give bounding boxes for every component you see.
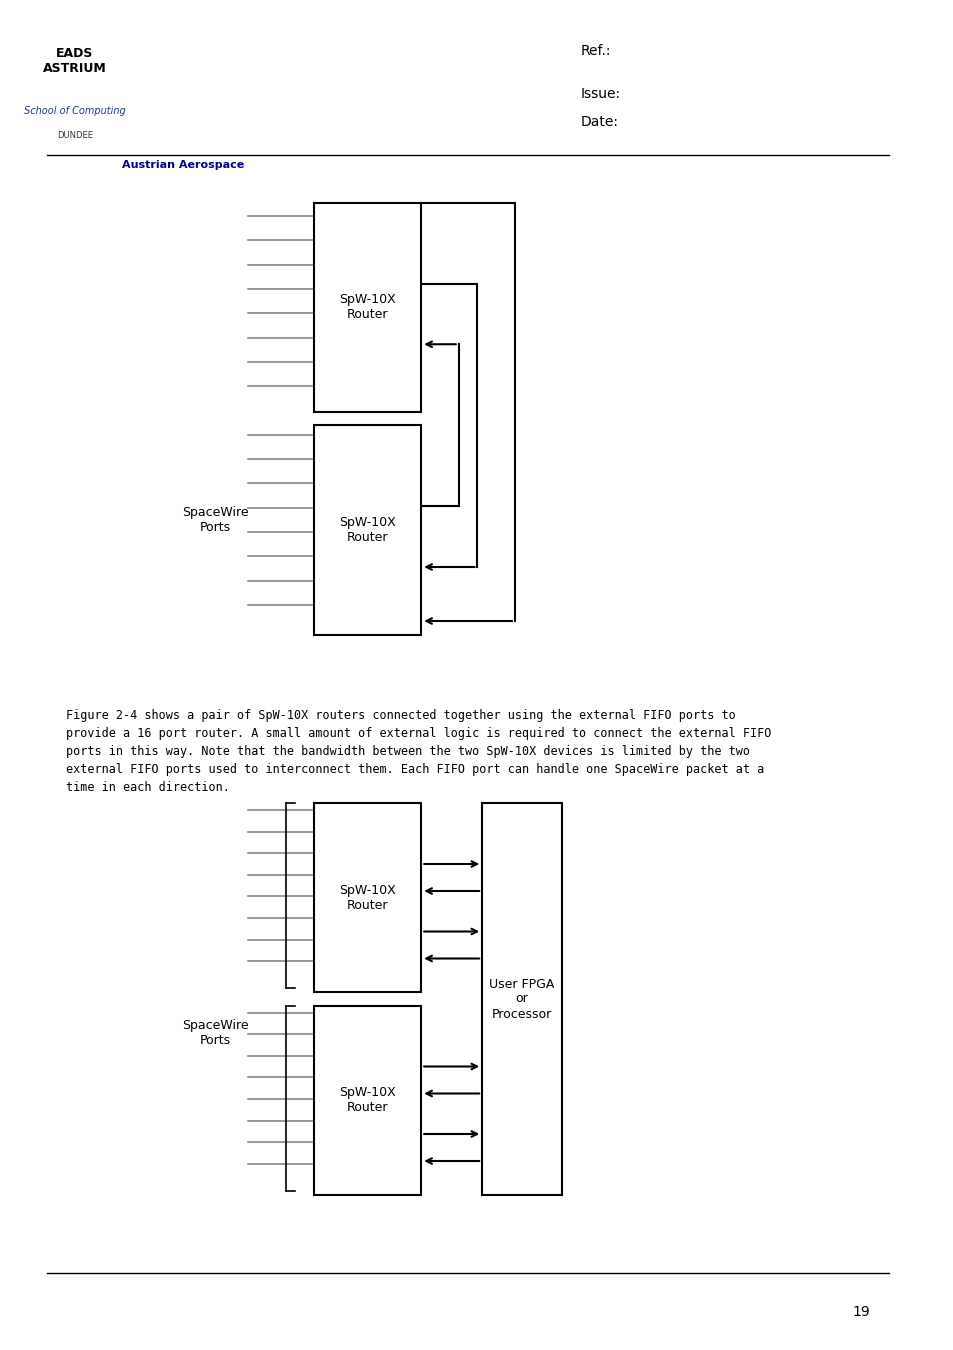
FancyBboxPatch shape [314,803,421,992]
Text: DUNDEE: DUNDEE [57,131,92,139]
FancyBboxPatch shape [314,202,421,412]
Text: Date:: Date: [579,115,618,128]
Text: User FPGA
or
Processor: User FPGA or Processor [489,977,554,1021]
Text: Austrian Aerospace: Austrian Aerospace [122,159,244,170]
FancyBboxPatch shape [314,425,421,634]
Text: EADS
ASTRIUM: EADS ASTRIUM [43,47,107,74]
Text: Ref.:: Ref.: [579,45,610,58]
Text: Issue:: Issue: [579,88,620,101]
Text: School of Computing: School of Computing [24,105,126,116]
Text: SpW-10X
Router: SpW-10X Router [338,516,395,544]
Text: SpW-10X
Router: SpW-10X Router [338,884,395,911]
Text: SpW-10X
Router: SpW-10X Router [338,1087,395,1114]
FancyBboxPatch shape [314,1006,421,1195]
Text: 19: 19 [852,1305,869,1319]
Text: SpaceWire
Ports: SpaceWire Ports [182,506,249,533]
FancyBboxPatch shape [481,803,561,1195]
Text: SpW-10X
Router: SpW-10X Router [338,293,395,321]
Text: SpaceWire
Ports: SpaceWire Ports [182,1019,249,1046]
Text: Figure 2-4 shows a pair of SpW-10X routers connected together using the external: Figure 2-4 shows a pair of SpW-10X route… [66,709,770,794]
